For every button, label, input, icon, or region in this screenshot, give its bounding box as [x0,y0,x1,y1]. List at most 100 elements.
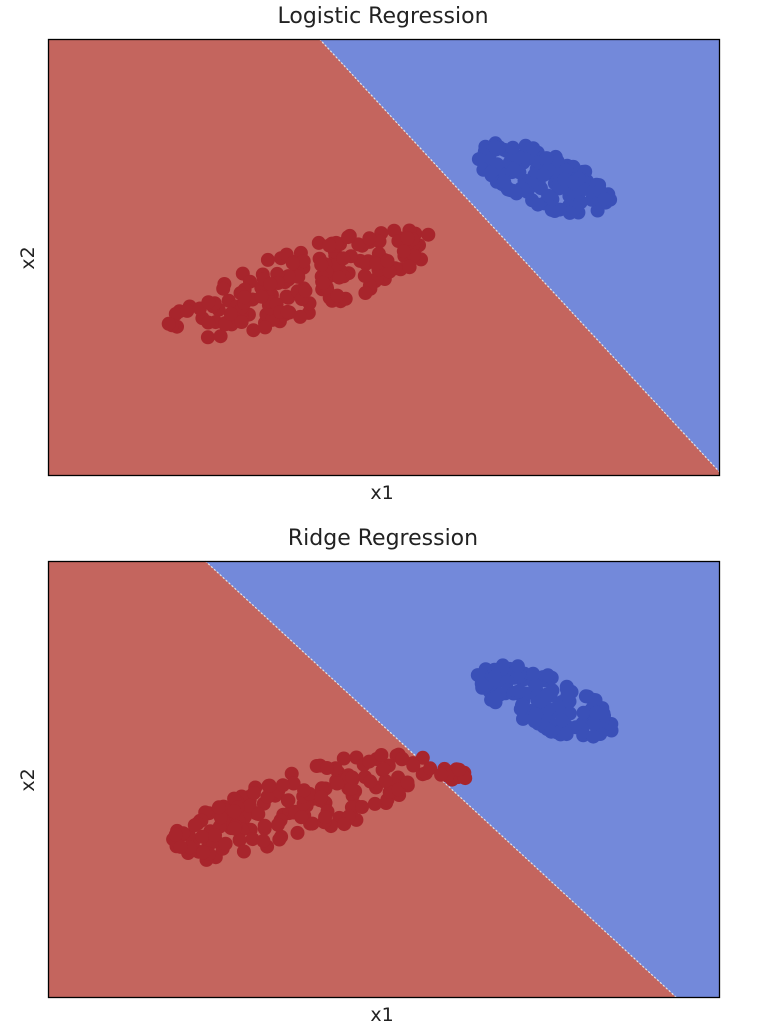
class-0-point [296,254,311,269]
class-0-point [257,818,272,833]
class-1-point [550,154,565,169]
class-0-point [362,231,377,246]
class-0-point [341,230,356,245]
x-axis-label: x1 [370,482,394,504]
logistic-regression-plot [47,38,721,477]
class-0-point [246,786,261,800]
class-0-point [180,303,195,318]
class-0-point [357,268,372,283]
class-0-point [195,829,210,844]
class-0-point [286,776,301,791]
class-0-point [168,307,183,321]
class-0-point [318,810,333,825]
y-axis-label: x2 [17,768,39,792]
class-0-point [293,309,308,324]
class-1-point [488,140,502,154]
class-0-point [380,254,395,268]
class-1-point [505,140,520,155]
class-0-point [359,256,373,271]
class-0-point [258,320,273,335]
class-0-point [332,270,347,285]
class-0-point [330,776,345,791]
class-0-point [423,761,438,776]
class-0-point [260,789,275,804]
class-1-point [554,713,569,728]
class-0-point [262,778,277,793]
class-1-point [475,677,490,692]
class-1-point [544,724,559,739]
class-0-point [256,833,271,848]
class-0-point [314,257,329,272]
class-0-point [223,306,238,321]
class-0-point [201,315,216,330]
class-0-point [400,231,415,246]
class-1-point [528,707,543,722]
chart-title: Logistic Regression [277,4,489,29]
class-0-point [363,774,378,789]
x-axis-label: x1 [370,1004,394,1026]
class-1-point [559,727,574,742]
class-1-point [552,202,567,217]
class-0-point [355,800,369,814]
class-0-point [281,269,296,284]
class-0-point [254,289,269,304]
class-0-point [200,330,215,345]
class-0-point [316,275,331,290]
class-0-point [234,315,249,329]
class-1-region [319,39,720,473]
class-1-point [566,175,581,190]
class-0-point [245,832,260,847]
class-0-point [281,793,296,808]
class-0-point [376,762,391,777]
chart-title: Ridge Regression [287,526,479,551]
ridge-regression-plot [47,560,721,999]
class-1-point [587,716,601,731]
class-0-point [263,277,278,292]
class-0-point [305,816,320,831]
class-0-point [218,317,233,332]
class-1-point [540,668,555,683]
class-0-point [358,286,373,300]
class-0-point [270,817,285,832]
class-1-point [507,163,522,177]
class-0-point [272,832,287,847]
class-0-point [330,288,345,303]
class-0-point [298,283,313,298]
class-0-point [337,817,352,832]
class-0-point [227,804,242,819]
class-0-point [374,748,389,762]
class-1-point [488,690,503,705]
class-1-point [509,186,524,201]
class-0-point [452,762,467,777]
class-1-point [560,688,575,703]
class-0-point [400,775,415,790]
class-0-point [406,758,421,773]
class-1-point [597,192,612,207]
class-1-point [526,141,541,156]
class-0-point [434,767,449,782]
class-1-point [484,165,498,180]
class-0-point [285,256,300,271]
class-0-point [336,251,351,266]
class-0-point [351,237,366,252]
class-0-point [402,259,417,274]
class-1-point [530,197,545,212]
class-0-point [336,751,351,766]
class-0-point [213,329,228,344]
class-0-point [236,844,251,859]
class-0-point [275,778,290,793]
class-0-point [294,810,309,825]
class-1-point [541,188,556,203]
class-0-point [311,235,326,250]
class-0-point [362,754,377,769]
class-1-point [526,666,541,681]
class-1-point [529,678,544,693]
class-0-point [421,227,436,242]
class-0-point [345,770,360,785]
class-0-point [260,252,275,267]
class-0-point [280,304,295,319]
class-0-point [201,295,216,310]
class-0-point [369,256,384,271]
class-1-point [487,669,502,684]
class-0-point [173,839,188,854]
